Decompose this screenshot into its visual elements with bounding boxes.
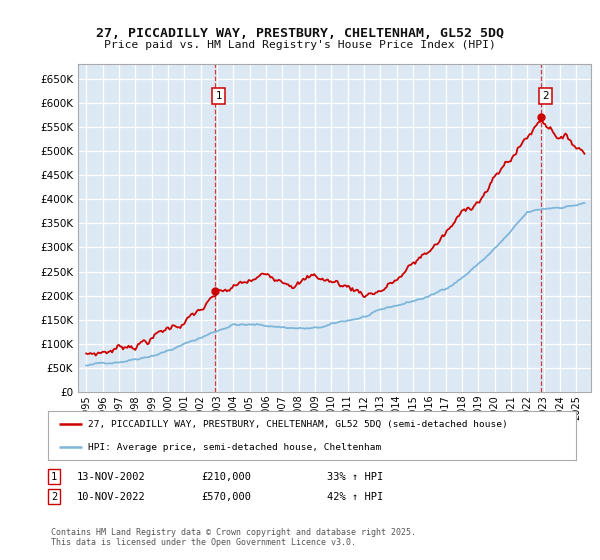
Text: 27, PICCADILLY WAY, PRESTBURY, CHELTENHAM, GL52 5DQ (semi-detached house): 27, PICCADILLY WAY, PRESTBURY, CHELTENHA… <box>88 420 508 429</box>
Text: 1: 1 <box>215 91 222 101</box>
Text: £210,000: £210,000 <box>201 472 251 482</box>
Text: £570,000: £570,000 <box>201 492 251 502</box>
Text: 27, PICCADILLY WAY, PRESTBURY, CHELTENHAM, GL52 5DQ: 27, PICCADILLY WAY, PRESTBURY, CHELTENHA… <box>96 27 504 40</box>
Text: 13-NOV-2002: 13-NOV-2002 <box>77 472 146 482</box>
Text: 10-NOV-2022: 10-NOV-2022 <box>77 492 146 502</box>
Text: 2: 2 <box>51 492 57 502</box>
Text: Contains HM Land Registry data © Crown copyright and database right 2025.
This d: Contains HM Land Registry data © Crown c… <box>51 528 416 547</box>
Text: 1: 1 <box>51 472 57 482</box>
Text: 33% ↑ HPI: 33% ↑ HPI <box>327 472 383 482</box>
Text: 42% ↑ HPI: 42% ↑ HPI <box>327 492 383 502</box>
Text: HPI: Average price, semi-detached house, Cheltenham: HPI: Average price, semi-detached house,… <box>88 442 381 451</box>
Text: 2: 2 <box>542 91 549 101</box>
Text: Price paid vs. HM Land Registry's House Price Index (HPI): Price paid vs. HM Land Registry's House … <box>104 40 496 50</box>
